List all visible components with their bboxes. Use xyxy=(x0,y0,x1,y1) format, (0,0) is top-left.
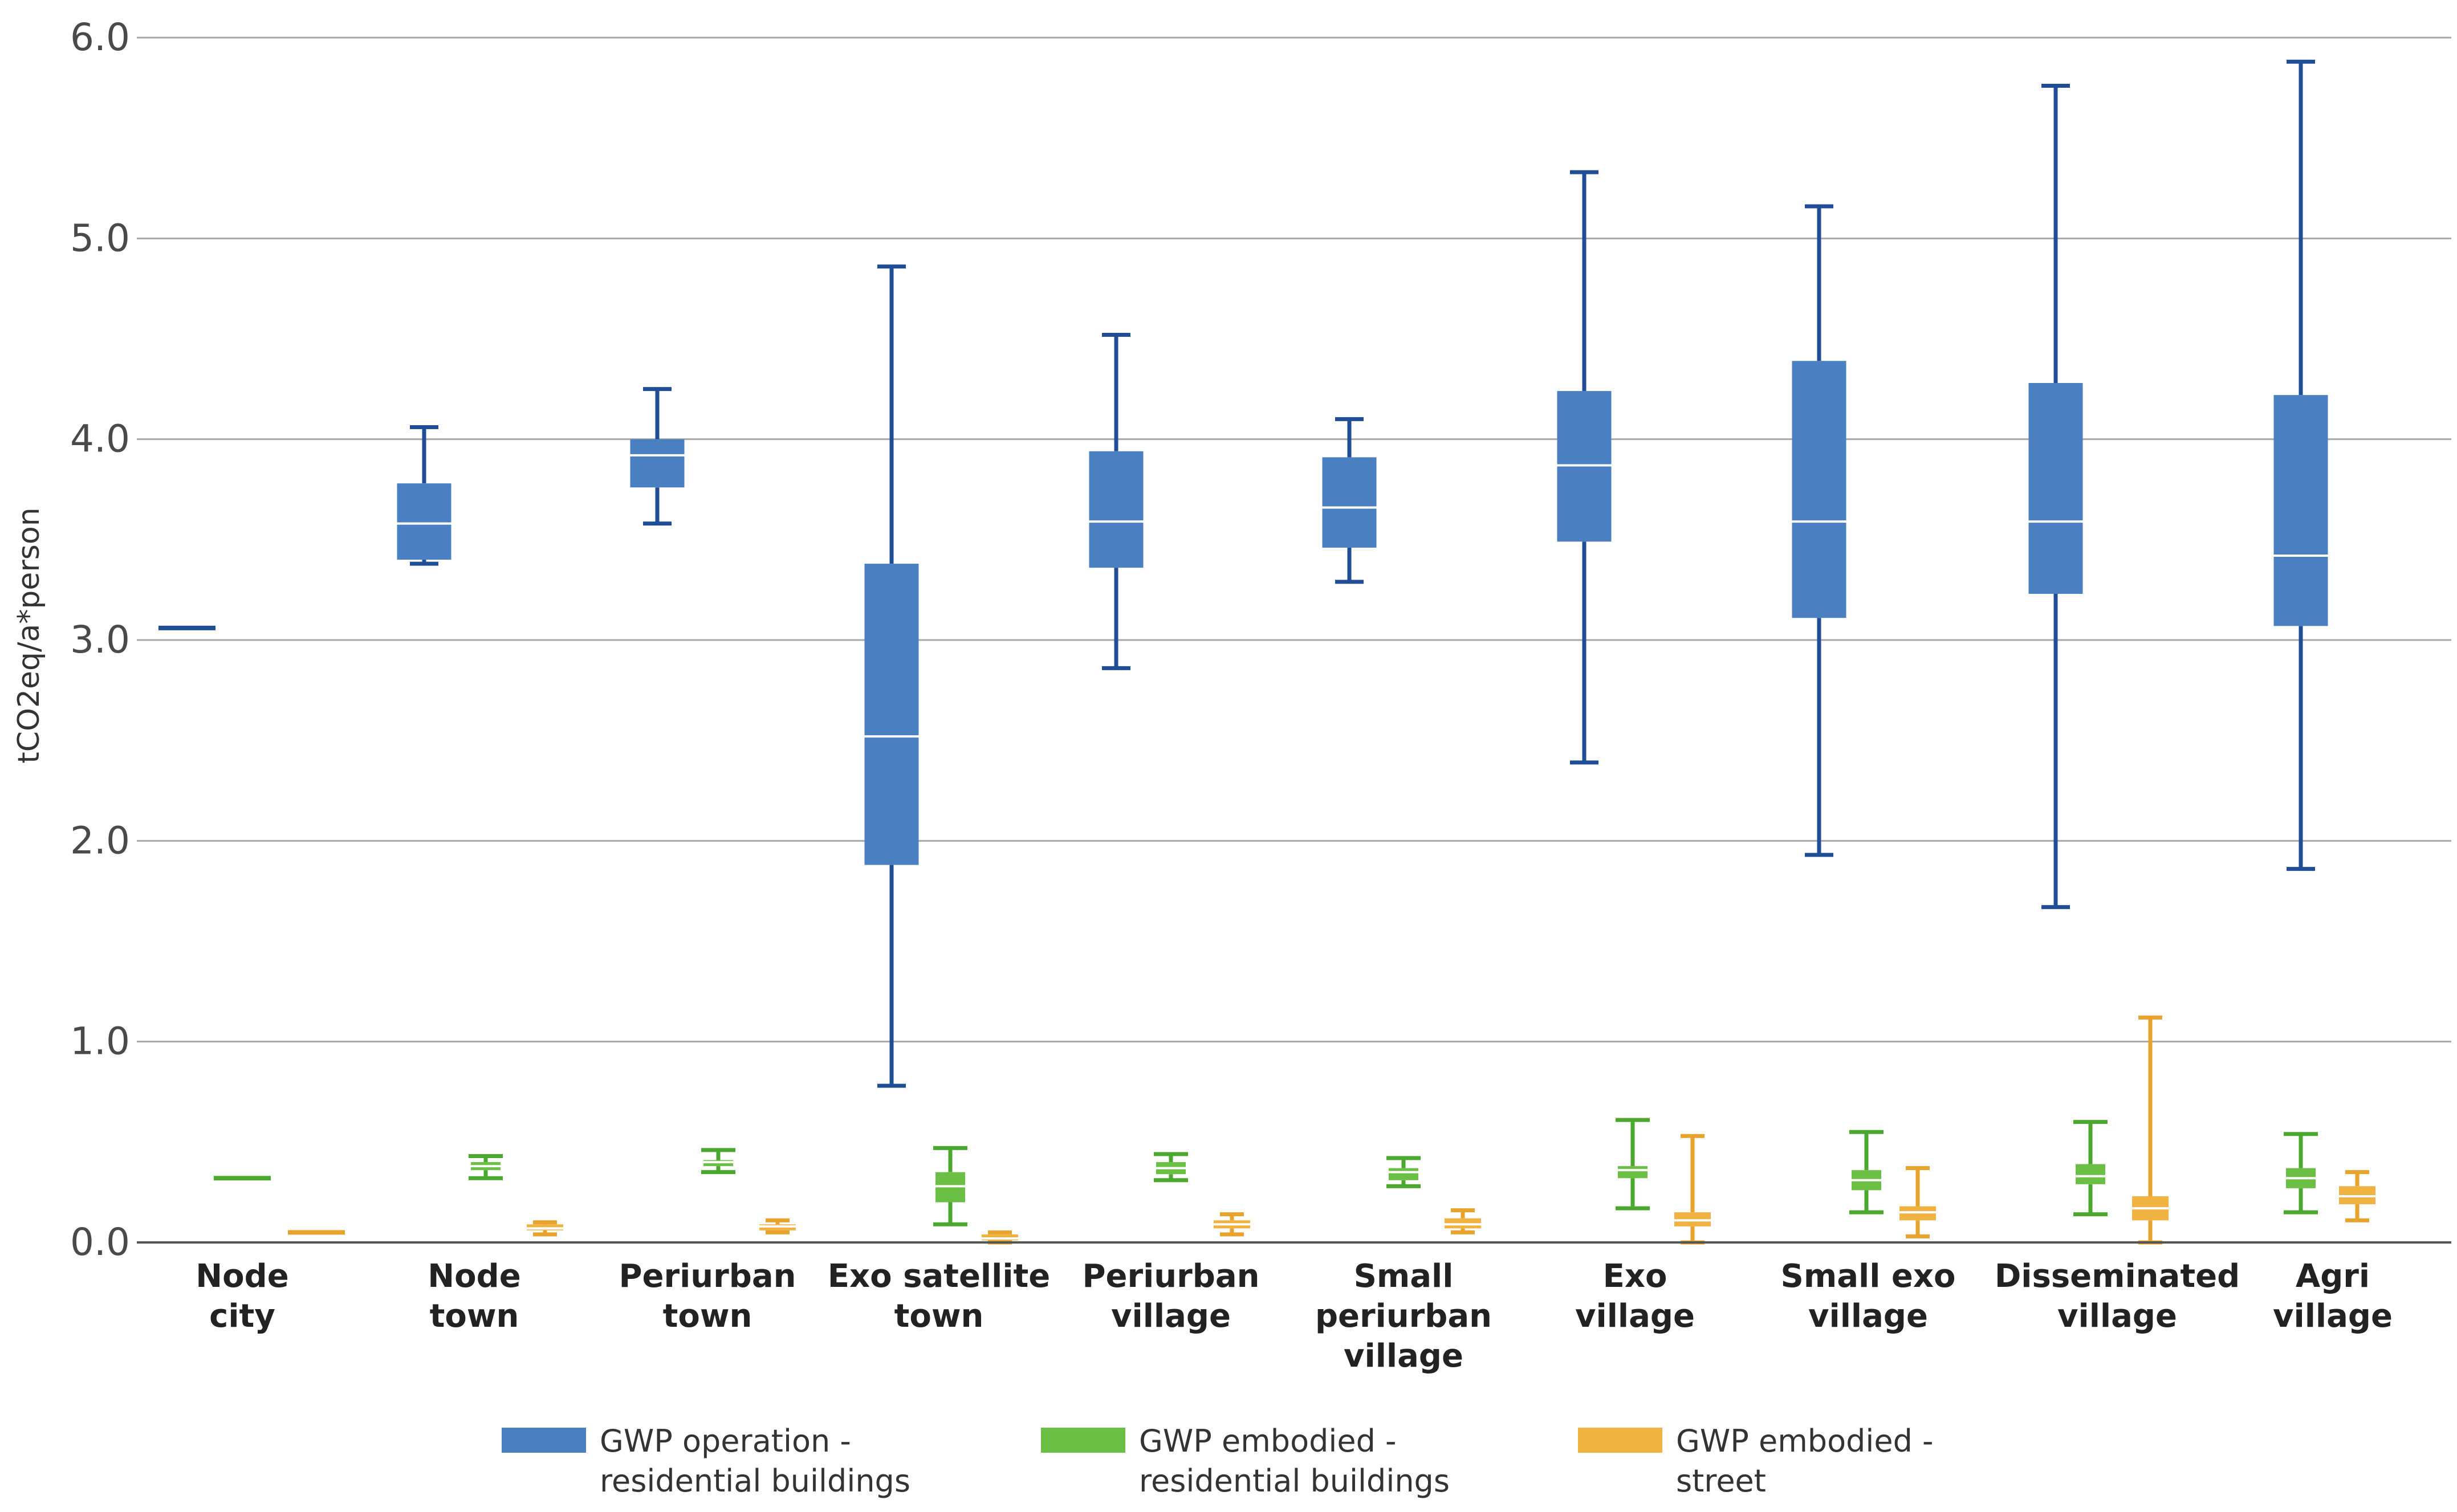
y-tick-label: 2.0 xyxy=(70,818,130,862)
box-0-9 xyxy=(2273,59,2328,871)
y-axis-label: tCO2eq/a*person xyxy=(12,507,46,763)
box-0-4 xyxy=(1089,332,1144,670)
box-2-1 xyxy=(527,1220,563,1237)
legend-label: GWP operation - xyxy=(600,1423,851,1459)
iqr-box xyxy=(1618,1166,1648,1179)
category-label-line: town xyxy=(430,1298,519,1335)
category-label-line: Agri xyxy=(2296,1258,2370,1295)
series-1 xyxy=(214,1118,2318,1226)
legend-label: GWP embodied - xyxy=(1139,1423,1397,1459)
iqr-box xyxy=(1089,451,1144,568)
series-2 xyxy=(288,1015,2375,1245)
category-label-line: village xyxy=(1575,1298,1695,1335)
category-label-line: town xyxy=(663,1298,752,1335)
iqr-box xyxy=(864,564,919,865)
gridlines xyxy=(137,36,2451,1043)
category-label-line: Periurban xyxy=(1082,1258,1259,1295)
box-2-7 xyxy=(1899,1166,1936,1238)
box-1-9 xyxy=(2284,1132,2318,1215)
box-0-8 xyxy=(2028,84,2083,910)
box-1-4 xyxy=(1154,1152,1188,1183)
category-label-line: Node xyxy=(428,1258,520,1295)
category-label-line: city xyxy=(209,1298,275,1335)
box-0-1 xyxy=(397,425,451,566)
box-1-5 xyxy=(1386,1156,1421,1188)
box-1-1 xyxy=(469,1154,503,1180)
box-1-6 xyxy=(1616,1118,1650,1211)
category-label-line: Small xyxy=(1354,1258,1454,1295)
legend-item-0: GWP operation - residential buildings xyxy=(502,1423,910,1499)
box-1-8 xyxy=(2073,1120,2108,1217)
box-0-7 xyxy=(1792,204,1846,857)
category-label-line: Small exo xyxy=(1781,1258,1956,1295)
legend-label: GWP embodied - xyxy=(1676,1423,1934,1459)
box-2-5 xyxy=(1445,1208,1481,1234)
category-label-line: Node xyxy=(196,1258,288,1295)
category-label-line: village xyxy=(1344,1338,1463,1375)
box-0-6 xyxy=(1557,170,1612,765)
legend-label: residential buildings xyxy=(600,1463,910,1499)
y-tick-label: 5.0 xyxy=(70,216,130,260)
iqr-box xyxy=(1322,457,1377,548)
box-2-9 xyxy=(2339,1170,2375,1222)
category-label-line: town xyxy=(894,1298,984,1335)
iqr-box xyxy=(1792,361,1846,618)
box-2-6 xyxy=(1674,1134,1711,1245)
category-label-line: village xyxy=(1111,1298,1231,1335)
legend-label: residential buildings xyxy=(1139,1463,1450,1499)
series-0 xyxy=(158,59,2328,1088)
category-label-line: Exo satellite xyxy=(828,1258,1051,1295)
y-tick-label: 0.0 xyxy=(70,1220,130,1264)
iqr-box xyxy=(1389,1168,1418,1180)
legend-label: street xyxy=(1676,1463,1766,1499)
y-tick-label: 1.0 xyxy=(70,1020,130,1063)
box-0-2 xyxy=(630,387,685,526)
category-label-line: village xyxy=(2273,1298,2393,1335)
box-1-7 xyxy=(1849,1130,1884,1215)
box-1-3 xyxy=(933,1146,967,1226)
iqr-box xyxy=(2028,383,2083,594)
y-tick-label: 4.0 xyxy=(70,417,130,461)
y-axis-ticks: 0.0 1.0 2.0 3.0 4.0 5.0 6.0 xyxy=(70,15,130,1264)
category-label-line: Disseminated xyxy=(1995,1258,2240,1295)
y-tick-label: 6.0 xyxy=(70,15,130,59)
box-2-8 xyxy=(2132,1015,2169,1245)
iqr-box xyxy=(630,439,685,488)
iqr-box xyxy=(2273,395,2328,626)
y-tick-label: 3.0 xyxy=(70,618,130,662)
category-label-line: Periurban xyxy=(619,1258,796,1295)
legend: GWP operation -residential buildingsGWP … xyxy=(502,1423,1934,1499)
iqr-box xyxy=(2076,1164,2105,1184)
iqr-box xyxy=(397,483,451,560)
category-label-line: village xyxy=(2057,1298,2177,1335)
category-label-line: periurban xyxy=(1315,1298,1492,1335)
box-0-5 xyxy=(1322,417,1377,584)
box-2-3 xyxy=(982,1230,1018,1245)
legend-swatch xyxy=(502,1428,586,1453)
box-0-3 xyxy=(864,264,919,1088)
legend-swatch xyxy=(1578,1428,1662,1453)
legend-item-2: GWP embodied - street xyxy=(1578,1423,1934,1499)
category-label-line: village xyxy=(1808,1298,1928,1335)
legend-item-1: GWP embodied - residential buildings xyxy=(1041,1423,1450,1499)
category-label-line: Exo xyxy=(1603,1258,1667,1295)
box-2-4 xyxy=(1214,1212,1250,1237)
box-1-2 xyxy=(701,1148,735,1175)
box-2-2 xyxy=(759,1218,796,1234)
legend-swatch xyxy=(1041,1428,1125,1453)
